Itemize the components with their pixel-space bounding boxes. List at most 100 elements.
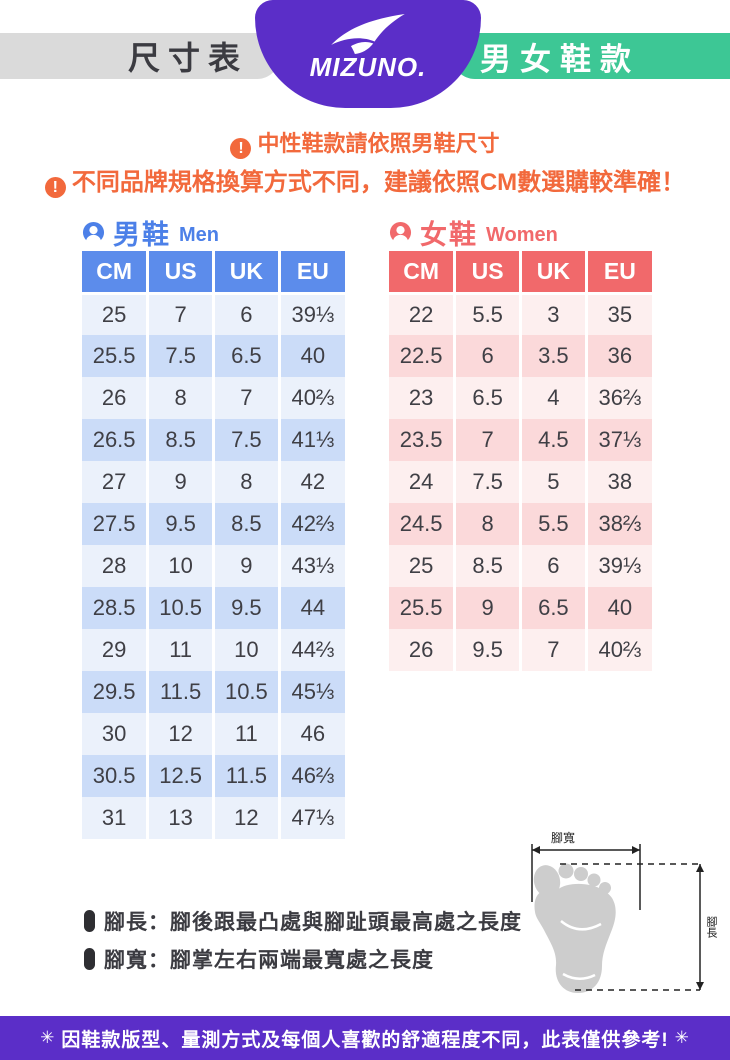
brand-wordmark: MIZUNO. — [309, 52, 427, 82]
table-cell: 22 — [389, 293, 455, 335]
table-cell: 3.5 — [519, 335, 587, 377]
column-header: CM — [389, 251, 455, 295]
table-cell: 23.5 — [389, 419, 455, 461]
table-cell: 10.5 — [146, 587, 214, 629]
table-cell: 28.5 — [82, 587, 148, 629]
category-label: 男女鞋款 — [480, 41, 640, 77]
table-cell: 6.5 — [212, 335, 280, 377]
male-person-icon — [82, 221, 105, 244]
footer-disclaimer-banner: ✳ 因鞋款版型、量測方式及每個人喜歡的舒適程度不同，此表僅供參考! ✳ — [0, 1016, 730, 1060]
table-cell: 11.5 — [212, 755, 280, 797]
table-cell: 38⅔ — [584, 503, 652, 545]
column-header: EU — [277, 251, 345, 295]
footprint-icon — [533, 863, 616, 993]
table-cell: 12 — [146, 713, 214, 755]
men-size-table: CM US UK EU 25 7 6 39⅓ 25.5 7.5 6.5 40 26 8 7 40⅔ 26.5 8.… — [82, 251, 345, 839]
table-cell: 29.5 — [82, 671, 148, 713]
table-cell: 9.5 — [212, 587, 280, 629]
table-cell: 39⅓ — [584, 545, 652, 587]
table-cell: 11 — [212, 713, 280, 755]
exclamation-icon: ! — [44, 177, 66, 198]
table-cell: 5 — [519, 461, 587, 503]
table-cell: 7.5 — [212, 419, 280, 461]
mizuno-runbird-icon — [331, 13, 405, 54]
bullet-icon — [84, 910, 95, 932]
table-cell: 24 — [389, 461, 455, 503]
table-cell: 42 — [277, 461, 345, 503]
table-cell: 7 — [212, 377, 280, 419]
table-cell: 8 — [146, 377, 214, 419]
table-row: 25.5 9 6.5 40 — [389, 587, 652, 629]
star-icon: ✳ — [674, 1028, 690, 1047]
table-cell: 11.5 — [146, 671, 214, 713]
women-size-table: CM US UK EU 22 5.5 3 35 22.5 6 3.5 36 23 6.5 4 36⅔ 23.5 7… — [389, 251, 652, 671]
size-chart-label: 尺寸表 — [127, 40, 248, 76]
men-section-title: 男鞋 Men — [82, 213, 219, 252]
table-header-row: CM US UK EU — [389, 251, 652, 295]
table-cell: 12 — [212, 797, 280, 839]
table-cell: 27 — [82, 461, 148, 503]
foot-width-note: 腳寬：腳掌左右兩端最寬處之長度 — [84, 944, 434, 974]
table-row: 27.5 9.5 8.5 42⅔ — [82, 503, 345, 545]
women-section-title: 女鞋 Women — [389, 213, 558, 252]
table-row: 23 6.5 4 36⅔ — [389, 377, 652, 419]
table-cell: 9 — [453, 587, 521, 629]
table-cell: 38 — [584, 461, 652, 503]
table-cell: 31 — [82, 797, 148, 839]
table-cell: 6.5 — [453, 377, 521, 419]
table-cell: 25.5 — [389, 587, 455, 629]
table-row: 26 8 7 40⅔ — [82, 377, 345, 419]
female-person-icon — [389, 221, 412, 244]
table-cell: 12.5 — [146, 755, 214, 797]
table-cell: 8.5 — [453, 545, 521, 587]
column-header: US — [146, 251, 214, 295]
women-title-en: Women — [486, 224, 558, 246]
table-cell: 11 — [146, 629, 214, 671]
notice-unisex: ! 中性鞋款請依照男鞋尺寸 — [0, 126, 730, 159]
notice-unisex-text: 中性鞋款請依照男鞋尺寸 — [257, 131, 500, 156]
men-title-zh: 男鞋 — [113, 220, 171, 250]
table-header-row: CM US UK EU — [82, 251, 345, 295]
table-cell: 7 — [519, 629, 587, 671]
table-cell: 7 — [453, 419, 521, 461]
table-cell: 8.5 — [146, 419, 214, 461]
foot-measurement-diagram: 腳寬 腳長 — [531, 830, 718, 993]
table-row: 22.5 6 3.5 36 — [389, 335, 652, 377]
table-cell: 8.5 — [212, 503, 280, 545]
table-cell: 5.5 — [453, 293, 521, 335]
notice-brand-difference: ! 不同品牌規格換算方式不同，建議依照CM數選購較準確！ — [0, 162, 730, 198]
foot-length-note: 腳長：腳後跟最凸處與腳趾頭最高處之長度 — [84, 906, 522, 936]
table-cell: 7.5 — [146, 335, 214, 377]
table-cell: 30.5 — [82, 755, 148, 797]
table-cell: 23 — [389, 377, 455, 419]
table-cell: 44⅔ — [277, 629, 345, 671]
men-title-en: Men — [179, 224, 219, 246]
table-row: 25.5 7.5 6.5 40 — [82, 335, 345, 377]
bullet-icon — [84, 948, 95, 970]
table-row: 26.5 8.5 7.5 41⅓ — [82, 419, 345, 461]
table-cell: 10 — [212, 629, 280, 671]
table-cell: 46 — [277, 713, 345, 755]
table-cell: 28 — [82, 545, 148, 587]
table-cell: 40⅔ — [277, 377, 345, 419]
star-icon: ✳ — [40, 1028, 56, 1047]
table-cell: 40 — [584, 587, 652, 629]
table-cell: 22.5 — [389, 335, 455, 377]
table-cell: 4.5 — [519, 419, 587, 461]
table-cell: 8 — [212, 461, 280, 503]
table-cell: 7.5 — [453, 461, 521, 503]
table-row: 28 10 9 43⅓ — [82, 545, 345, 587]
table-cell: 45⅓ — [277, 671, 345, 713]
table-cell: 9 — [212, 545, 280, 587]
table-cell: 26 — [389, 629, 455, 671]
table-row: 26 9.5 7 40⅔ — [389, 629, 652, 671]
footer-disclaimer-text: 因鞋款版型、量測方式及每個人喜歡的舒適程度不同，此表僅供參考! — [61, 1029, 669, 1051]
table-cell: 25 — [389, 545, 455, 587]
table-cell: 39⅓ — [277, 293, 345, 335]
column-header: EU — [584, 251, 652, 295]
table-cell: 6 — [212, 293, 280, 335]
table-cell: 41⅓ — [277, 419, 345, 461]
foot-length-note-text: 腳長：腳後跟最凸處與腳趾頭最高處之長度 — [104, 911, 522, 934]
table-cell: 40⅔ — [584, 629, 652, 671]
table-cell: 5.5 — [519, 503, 587, 545]
